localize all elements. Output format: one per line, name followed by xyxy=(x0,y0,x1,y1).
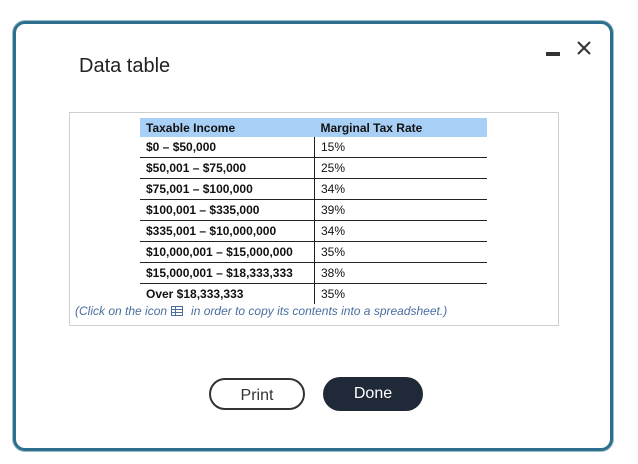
income-cell: $0 – $50,000 xyxy=(140,137,315,158)
rate-cell: 38% xyxy=(314,262,487,284)
table-row: Over $18,333,333 35% xyxy=(140,283,487,304)
income-cell: $335,001 – $10,000,000 xyxy=(140,220,315,242)
rate-cell: 34% xyxy=(314,178,487,200)
table-row: $75,001 – $100,000 34% xyxy=(140,178,487,200)
rate-cell: 25% xyxy=(314,157,487,179)
income-cell: Over $18,333,333 xyxy=(140,283,315,304)
table-row: $100,001 – $335,000 39% xyxy=(140,199,487,221)
note-text-after: in order to copy its contents into a spr… xyxy=(191,304,448,318)
dialog-title: Data table xyxy=(79,55,171,77)
print-button[interactable]: Print xyxy=(209,378,305,410)
rate-cell: 39% xyxy=(314,199,487,221)
done-button[interactable]: Done xyxy=(323,377,423,411)
header-marginal-tax-rate: Marginal Tax Rate xyxy=(314,118,487,137)
data-table-dialog: Data table Taxable Income Marginal Tax R… xyxy=(13,21,613,451)
tax-rate-table: Taxable Income Marginal Tax Rate $0 – $5… xyxy=(140,118,487,304)
rate-cell: 34% xyxy=(314,220,487,242)
close-icon[interactable] xyxy=(574,38,594,58)
rate-cell: 35% xyxy=(321,287,346,301)
income-cell: $50,001 – $75,000 xyxy=(140,157,315,179)
table-row: $335,001 – $10,000,000 34% xyxy=(140,220,487,242)
spreadsheet-icon[interactable] xyxy=(171,305,184,316)
minimize-icon[interactable] xyxy=(546,52,560,56)
header-taxable-income: Taxable Income xyxy=(140,118,315,137)
income-cell: $10,000,001 – $15,000,000 xyxy=(140,241,315,263)
income-cell: $15,000,001 – $18,333,333 xyxy=(140,262,315,284)
income-cell: $75,001 – $100,000 xyxy=(140,178,315,200)
table-row: $10,000,001 – $15,000,000 35% xyxy=(140,241,487,263)
rate-cell: 35% xyxy=(314,241,487,263)
income-cell: $100,001 – $335,000 xyxy=(140,199,315,221)
table-row: $0 – $50,000 15% xyxy=(140,137,487,158)
table-panel: Taxable Income Marginal Tax Rate $0 – $5… xyxy=(69,112,559,326)
rate-cell: 15% xyxy=(314,137,487,158)
table-row: $50,001 – $75,000 25% xyxy=(140,157,487,179)
note-text-before: (Click on the icon xyxy=(75,304,168,318)
copy-instructions: (Click on the icon in order to copy its c… xyxy=(75,304,447,318)
table-row: $15,000,001 – $18,333,333 38% xyxy=(140,262,487,284)
table-header-row: Taxable Income Marginal Tax Rate xyxy=(140,118,487,137)
